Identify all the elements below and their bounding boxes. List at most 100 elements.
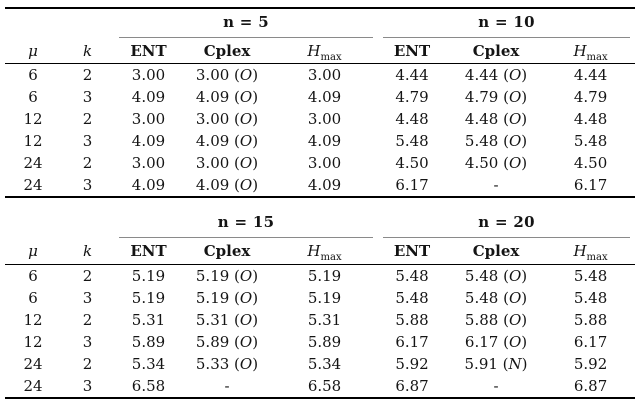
cell-ent1: 5.31 [131,311,166,329]
cell-ent2: 4.50 [395,154,429,172]
group-header-n15: n = 15 [114,201,378,238]
cell-cplex1: 5.89 (O) [195,333,259,351]
column-header-row: μ k ENT Cplex Hmax ENT Cplex Hmax [5,38,636,64]
cell-cplex2: 5.48 (O) [464,267,528,285]
group-label-n20: n = 20 [383,201,631,238]
col-header-k: k [61,38,114,64]
cell-ent1: 3.00 [131,66,166,84]
table-row: 12 3 4.09 4.09 (O) 4.09 5.48 5.48 (O) 5.… [5,130,635,152]
table-row: 12 2 5.31 5.31 (O) 5.31 5.88 5.88 (O) 5.… [5,309,635,331]
cell-cplex2: 5.91 (N) [464,355,528,373]
cell-ent1: 4.09 [131,132,166,150]
cell-cplex2: 4.44 (O) [464,66,528,84]
cell-ent2: 4.44 [395,66,429,84]
cell-ent1: 4.09 [114,174,183,198]
cell-cplex1: 4.09 (O) [195,132,259,150]
cell-hmax1: 5.31 [307,311,342,329]
col-header-cplex-2: Cplex [446,238,547,265]
col-header-ent-2: ENT [378,38,447,64]
cell-ent2: 6.17 [395,333,429,351]
cell-cplex2: 6.17 (O) [464,333,528,351]
table-row: 24 3 4.09 4.09 (O) 4.09 6.17 - 6.17 [5,174,636,198]
cell-cplex1: 5.33 (O) [195,355,259,373]
cell-cplex2: 5.48 (O) [464,132,528,150]
cell-hmax1: 3.00 [307,66,342,84]
cell-hmax2: 4.44 [573,66,608,84]
cell-cplex1: 5.19 (O) [195,289,259,307]
cell-cplex2: 4.79 (O) [464,88,528,106]
cell-cplex2: 4.48 (O) [464,110,528,128]
group-header-row: n = 15 n = 20 [5,201,635,238]
cell-mu: 12 [23,333,43,351]
col-header-cplex-2: Cplex [446,38,547,64]
cell-ent1: 5.19 [131,289,166,307]
cell-ent2: 5.48 [395,289,429,307]
table-row: 12 3 5.89 5.89 (O) 5.89 6.17 6.17 (O) 6.… [5,331,635,353]
cell-hmax2: 5.92 [573,355,608,373]
cell-hmax2: 5.48 [573,267,608,285]
cell-ent2: 5.48 [395,132,429,150]
cell-mu: 12 [23,132,43,150]
col-header-hmax-2: Hmax [546,38,636,64]
cell-cplex2: - [446,174,547,198]
cell-ent2: 5.88 [395,311,429,329]
cell-ent2: 6.17 [378,174,447,198]
cell-k: 2 [82,355,93,373]
cell-hmax1: 5.34 [307,355,342,373]
cell-k: 2 [82,66,93,84]
group-label-n5: n = 5 [119,9,374,38]
group-label-n10: n = 10 [383,9,631,38]
cell-ent1: 3.00 [131,110,166,128]
group-label-n15: n = 15 [119,201,374,238]
cell-k: 3 [61,375,114,399]
cell-ent2: 4.48 [395,110,429,128]
cell-hmax2: 6.17 [546,174,636,198]
cell-cplex1: 4.09 (O) [183,174,271,198]
cell-ent1: 3.00 [131,154,166,172]
cell-mu: 6 [28,88,38,106]
cell-hmax2: 4.48 [573,110,608,128]
group-header-n5: n = 5 [114,7,379,38]
cell-k: 2 [82,311,93,329]
cell-mu: 6 [28,66,38,84]
cell-cplex2: 4.50 (O) [464,154,528,172]
group-header-row: n = 5 n = 10 [5,7,636,38]
cell-cplex1: 5.19 (O) [195,267,259,285]
cell-hmax2: 5.88 [573,311,608,329]
cell-cplex1: 4.09 (O) [195,88,259,106]
cell-cplex2: - [446,375,547,399]
cell-mu: 24 [5,174,61,198]
cell-cplex1: - [183,375,271,399]
col-header-cplex-1: Cplex [183,238,271,265]
cell-hmax1: 5.89 [307,333,342,351]
cell-mu: 6 [28,289,38,307]
cell-hmax1: 3.00 [307,154,342,172]
cell-ent1: 6.58 [114,375,183,399]
cell-hmax2: 5.48 [573,289,608,307]
cell-mu: 6 [28,267,38,285]
cell-hmax1: 4.09 [271,174,379,198]
column-header-row: μ k ENT Cplex Hmax ENT Cplex Hmax [5,238,636,265]
col-header-hmax-2: Hmax [546,238,636,265]
cell-cplex1: 3.00 (O) [195,154,259,172]
cell-ent2: 5.92 [395,355,429,373]
cell-hmax1: 5.19 [307,289,342,307]
cell-hmax1: 3.00 [307,110,342,128]
cell-hmax2: 5.48 [573,132,608,150]
col-header-ent-1: ENT [114,238,183,265]
cell-k: 3 [82,289,93,307]
cell-cplex1: 5.31 (O) [195,311,259,329]
col-header-mu: μ [5,238,61,265]
cell-hmax2: 6.87 [546,375,636,399]
table-row: 24 2 5.34 5.33 (O) 5.34 5.92 5.91 (N) 5.… [5,353,635,375]
cell-mu: 24 [23,355,43,373]
table-row: 12 2 3.00 3.00 (O) 3.00 4.48 4.48 (O) 4.… [5,108,635,130]
group-header-spacer [5,7,114,38]
cell-cplex1: 3.00 (O) [195,110,259,128]
cell-k: 3 [82,88,93,106]
col-header-hmax-1: Hmax [271,238,379,265]
cell-k: 2 [82,110,93,128]
cell-hmax2: 6.17 [573,333,608,351]
col-header-hmax-1: Hmax [271,38,379,64]
